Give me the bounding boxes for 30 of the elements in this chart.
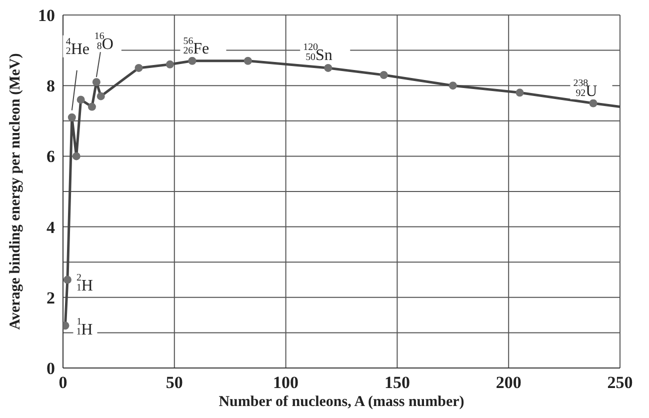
point	[516, 88, 524, 97]
point	[88, 102, 96, 111]
point	[72, 152, 80, 160]
x-tick-label: 100	[273, 373, 299, 392]
point	[324, 64, 332, 72]
point	[188, 56, 196, 65]
point	[134, 64, 143, 72]
point	[96, 92, 105, 100]
x-axis-title: Number of nucleons, A (mass number)	[218, 394, 464, 410]
x-tick-label: 200	[496, 373, 522, 392]
x-tick-label: 0	[58, 373, 68, 392]
point	[68, 113, 76, 122]
point	[380, 71, 388, 80]
point	[166, 60, 174, 68]
y-tick-label: 0	[46, 359, 55, 378]
y-tick-label: 2	[46, 288, 55, 308]
point	[92, 78, 100, 86]
y-axis-title: Average binding energy per nucleon (MeV)	[7, 53, 24, 330]
point	[244, 56, 252, 65]
x-tick-label: 50	[166, 373, 183, 392]
y-tick-label: 8	[46, 76, 55, 96]
point	[63, 276, 72, 284]
y-tick-label: 6	[46, 147, 55, 166]
point	[448, 82, 457, 90]
x-tick-label: 250	[607, 373, 633, 392]
point	[589, 99, 598, 108]
y-tick-label: 10	[38, 6, 55, 26]
y-tick-label: 4	[46, 218, 56, 237]
x-tick-label: 150	[384, 373, 410, 392]
point	[76, 96, 85, 104]
